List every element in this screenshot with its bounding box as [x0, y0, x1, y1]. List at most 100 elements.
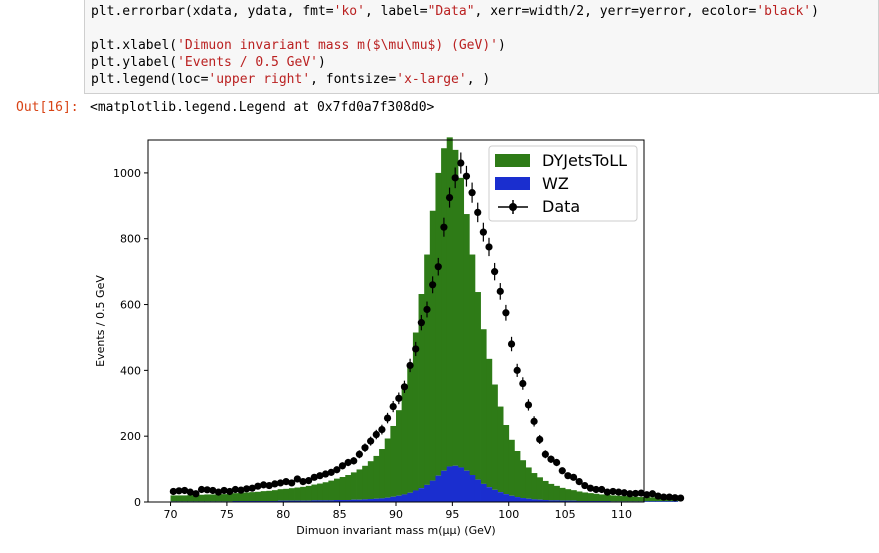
data-point: [175, 487, 183, 495]
data-point: [660, 493, 668, 501]
dy-bar: [458, 177, 465, 468]
wz-bar: [407, 492, 414, 502]
data-point: [367, 436, 375, 446]
dy-bar: [384, 438, 391, 498]
data-point: [541, 450, 549, 459]
wz-bar: [384, 497, 391, 502]
wz-bar: [435, 475, 442, 502]
data-point: [536, 434, 544, 445]
dy-bar: [576, 491, 583, 502]
wz-bar: [542, 500, 549, 502]
wz-bar: [334, 500, 341, 502]
dy-bar: [497, 406, 504, 493]
x-tick-label: 100: [498, 508, 519, 521]
y-tick-label: 800: [120, 233, 141, 246]
data-point: [355, 450, 363, 459]
legend-swatch-dy: [495, 154, 530, 167]
wz-bar: [412, 490, 419, 502]
wz-bar: [553, 500, 560, 502]
dy-bar: [491, 384, 498, 490]
data-point: [445, 187, 454, 208]
dy-bar: [435, 172, 442, 476]
data-point: [665, 493, 673, 501]
dy-bar: [553, 485, 560, 501]
dy-bar: [322, 482, 329, 501]
data-point: [620, 489, 628, 497]
dy-bar: [396, 410, 403, 496]
wz-histogram: [170, 465, 679, 502]
data-point: [451, 167, 459, 189]
data-point: [395, 392, 403, 405]
data-point: [276, 479, 285, 487]
dy-bar: [452, 149, 459, 466]
dy-bar: [644, 497, 651, 502]
data-point: [485, 237, 493, 257]
data-point: [400, 380, 409, 393]
wz-bar: [531, 499, 538, 502]
wz-bar: [480, 483, 487, 502]
dy-bar: [632, 496, 639, 502]
dy-bar: [469, 254, 476, 476]
wz-bar: [536, 499, 543, 502]
data-point: [214, 488, 223, 496]
dy-bar: [356, 469, 363, 500]
code-cell-input[interactable]: plt.errorbar(xdata, ydata, fmt='ko', lab…: [84, 0, 879, 94]
dy-bar: [249, 492, 256, 502]
data-point: [524, 399, 533, 411]
data-point: [462, 165, 471, 187]
dy-bar: [593, 493, 600, 502]
code-editor[interactable]: plt.errorbar(xdata, ydata, fmt='ko', lab…: [91, 3, 819, 88]
data-point: [547, 455, 555, 463]
legend-swatch-wz: [495, 177, 530, 190]
dy-bar: [565, 489, 572, 501]
wz-bar: [520, 498, 527, 502]
data-point: [417, 314, 425, 331]
dy-bar: [401, 389, 408, 495]
dy-bar: [176, 495, 183, 502]
dy-bar: [379, 449, 386, 499]
legend-marker-data: [498, 200, 528, 214]
wz-bar: [474, 479, 481, 502]
data-point: [637, 489, 645, 497]
data-point: [338, 462, 347, 470]
wz-bar: [328, 500, 335, 502]
data-point: [581, 481, 589, 490]
wz-bar: [666, 501, 673, 502]
wz-bar: [548, 500, 555, 502]
dy-bar: [559, 487, 566, 501]
dy-bar: [536, 477, 543, 500]
dy-bar: [187, 495, 194, 502]
data-point: [350, 457, 358, 465]
y-tick-label: 600: [120, 299, 141, 312]
wz-bar: [322, 500, 329, 502]
data-point: [372, 429, 380, 440]
data-point: [282, 477, 290, 486]
x-tick-label: 70: [164, 508, 178, 521]
code-line: plt.xlabel('Dimuon invariant mass m($\mu…: [91, 38, 506, 53]
wz-bar: [559, 500, 566, 502]
data-point: [209, 486, 217, 495]
data-point: [254, 482, 262, 490]
data-point: [288, 479, 296, 487]
data-point: [344, 458, 352, 467]
x-axis-label: Dimuon invariant mass m(μμ) (GeV): [296, 524, 495, 537]
dy-bar: [508, 439, 515, 496]
x-tick-label: 110: [611, 508, 632, 521]
data-point: [677, 494, 685, 502]
dy-bar: [345, 475, 352, 501]
dy-bar: [542, 480, 549, 501]
data-point: [468, 182, 476, 203]
data-point: [615, 488, 623, 496]
wz-bar: [469, 475, 476, 502]
dy-bar: [305, 485, 312, 501]
wz-bar: [458, 467, 465, 502]
wz-bar: [379, 498, 386, 502]
dy-bar: [604, 494, 611, 502]
data-point: [434, 257, 442, 276]
dy-bar: [649, 497, 656, 502]
dy-bar: [221, 494, 228, 502]
dy-bar: [429, 210, 436, 481]
dy-bar: [311, 484, 318, 501]
dy-bar: [283, 488, 290, 501]
data-point: [654, 492, 662, 500]
